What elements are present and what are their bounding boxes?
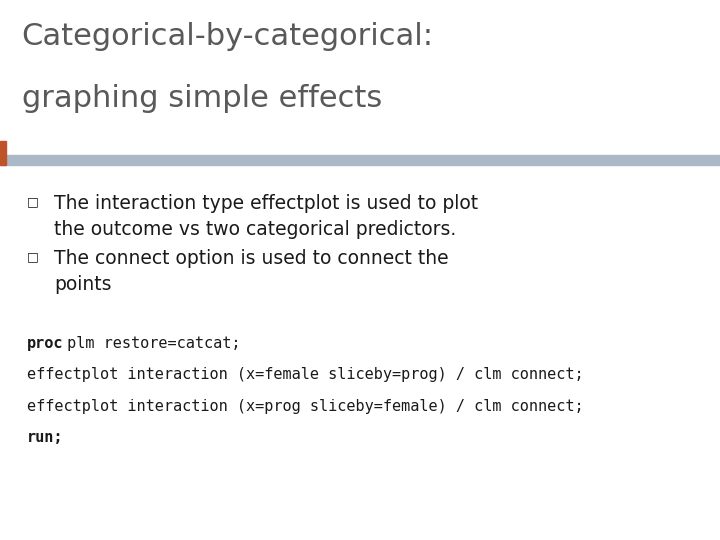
Text: proc: proc (27, 336, 64, 351)
Text: the outcome vs two categorical predictors.: the outcome vs two categorical predictor… (54, 220, 456, 239)
Text: □: □ (27, 195, 39, 208)
Text: □: □ (27, 250, 39, 263)
Text: The interaction type effectplot is used to plot: The interaction type effectplot is used … (54, 194, 478, 213)
Text: plm restore=catcat;: plm restore=catcat; (58, 336, 240, 351)
Text: The connect option is used to connect the: The connect option is used to connect th… (54, 249, 449, 268)
Text: Categorical-by-categorical:: Categorical-by-categorical: (22, 22, 433, 51)
Text: effectplot interaction (x=female sliceby=prog) / clm connect;: effectplot interaction (x=female sliceby… (27, 367, 584, 382)
Text: run;: run; (27, 430, 64, 445)
Text: effectplot interaction (x=prog sliceby=female) / clm connect;: effectplot interaction (x=prog sliceby=f… (27, 399, 584, 414)
Text: graphing simple effects: graphing simple effects (22, 84, 382, 113)
Text: points: points (54, 275, 112, 294)
